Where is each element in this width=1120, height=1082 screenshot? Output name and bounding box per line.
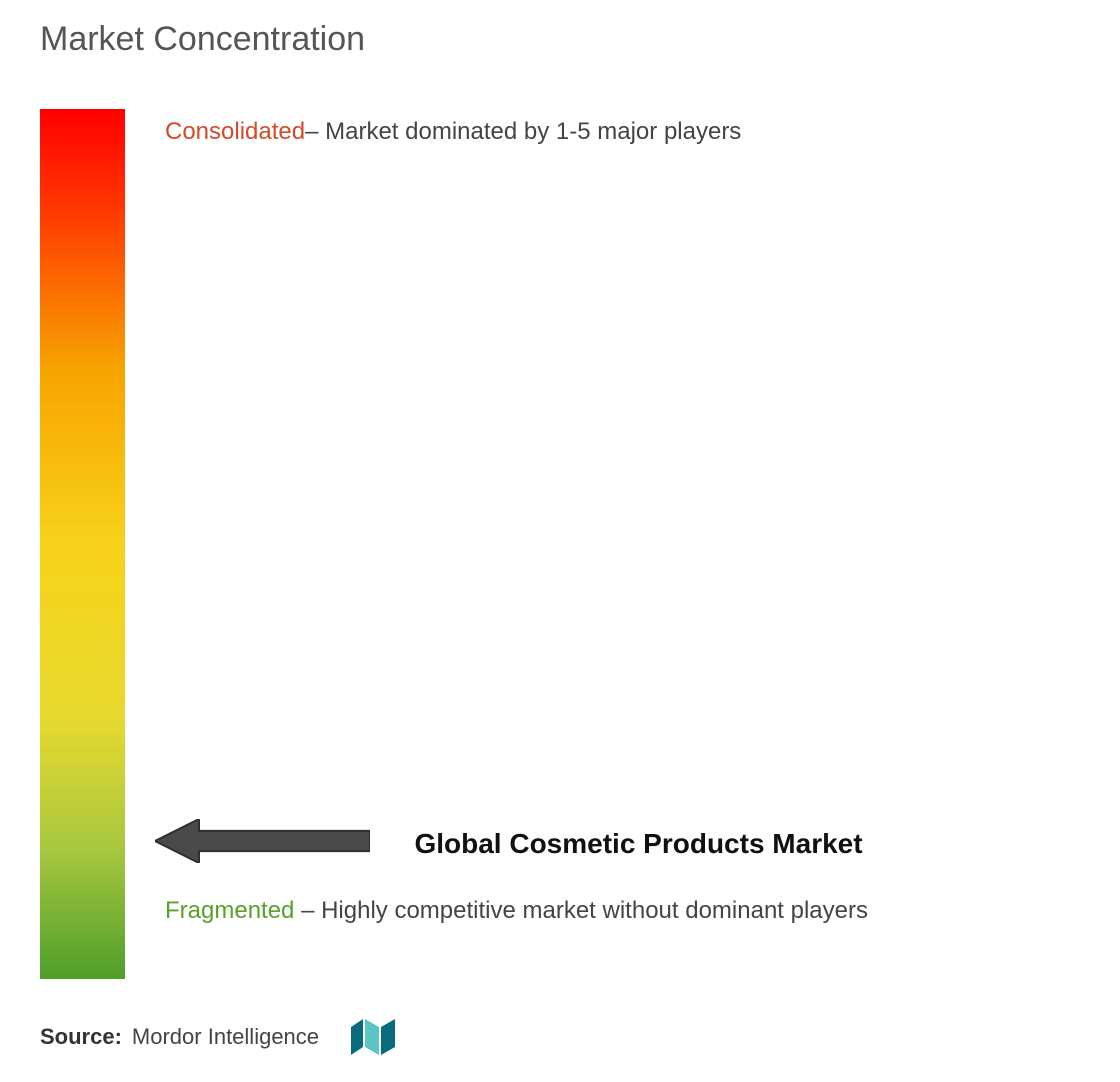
gradient-svg [40, 109, 125, 979]
consolidated-desc: – Market dominated by 1-5 major players [305, 118, 741, 145]
source-value: Mordor Intelligence [132, 1024, 319, 1050]
concentration-gradient-bar [40, 109, 125, 979]
fragmented-keyword: Fragmented [165, 897, 294, 924]
market-name-label: Global Cosmetic Products Market [414, 828, 862, 860]
consolidated-keyword: Consolidated [165, 118, 305, 145]
market-position-marker: Global Cosmetic Products Market [155, 819, 863, 868]
fragmented-desc: – Highly competitive market without domi… [294, 897, 868, 924]
infographic-container: Market Concentration Consolidated– Marke… [0, 0, 1120, 1082]
consolidated-label: Consolidated– Market dominated by 1-5 ma… [165, 114, 741, 150]
mordor-logo-icon [349, 1017, 399, 1057]
source-label: Source: [40, 1024, 122, 1050]
chart-area: Consolidated– Market dominated by 1-5 ma… [40, 109, 1080, 979]
fragmented-label: Fragmented – Highly competitive market w… [165, 889, 868, 932]
marker-arrow-icon [155, 819, 370, 868]
source-row: Source: Mordor Intelligence [40, 1017, 399, 1057]
arrow-svg [155, 819, 370, 863]
chart-title: Market Concentration [40, 20, 1080, 59]
